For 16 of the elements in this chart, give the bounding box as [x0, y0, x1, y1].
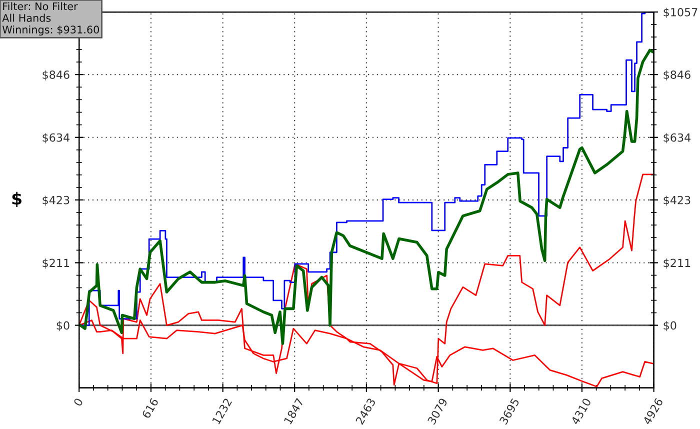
- y2-tick-label: $634: [664, 133, 690, 144]
- y2-tick-label: $1057: [664, 8, 698, 18]
- y-tick-label: $634: [42, 133, 70, 144]
- annotation: Winnings: $931.60: [2, 25, 100, 36]
- y-axis-title: $: [12, 192, 22, 207]
- y-tick-label: $423: [42, 196, 70, 206]
- text: All Hands: [2, 14, 51, 22]
- y-tick-label: $0: [56, 321, 70, 332]
- y2-tick-label: $846: [664, 70, 690, 80]
- text: Filter: No Filter: [3, 2, 78, 10]
- y2-tick-label: $0: [664, 321, 676, 332]
- y2-tick-label: $211: [664, 258, 690, 269]
- x-tick-label: 0: [73, 398, 84, 407]
- y2-tick-label: $423: [664, 196, 690, 206]
- y-tick-label: $211: [42, 258, 70, 269]
- y-tick-label: $846: [42, 70, 70, 80]
